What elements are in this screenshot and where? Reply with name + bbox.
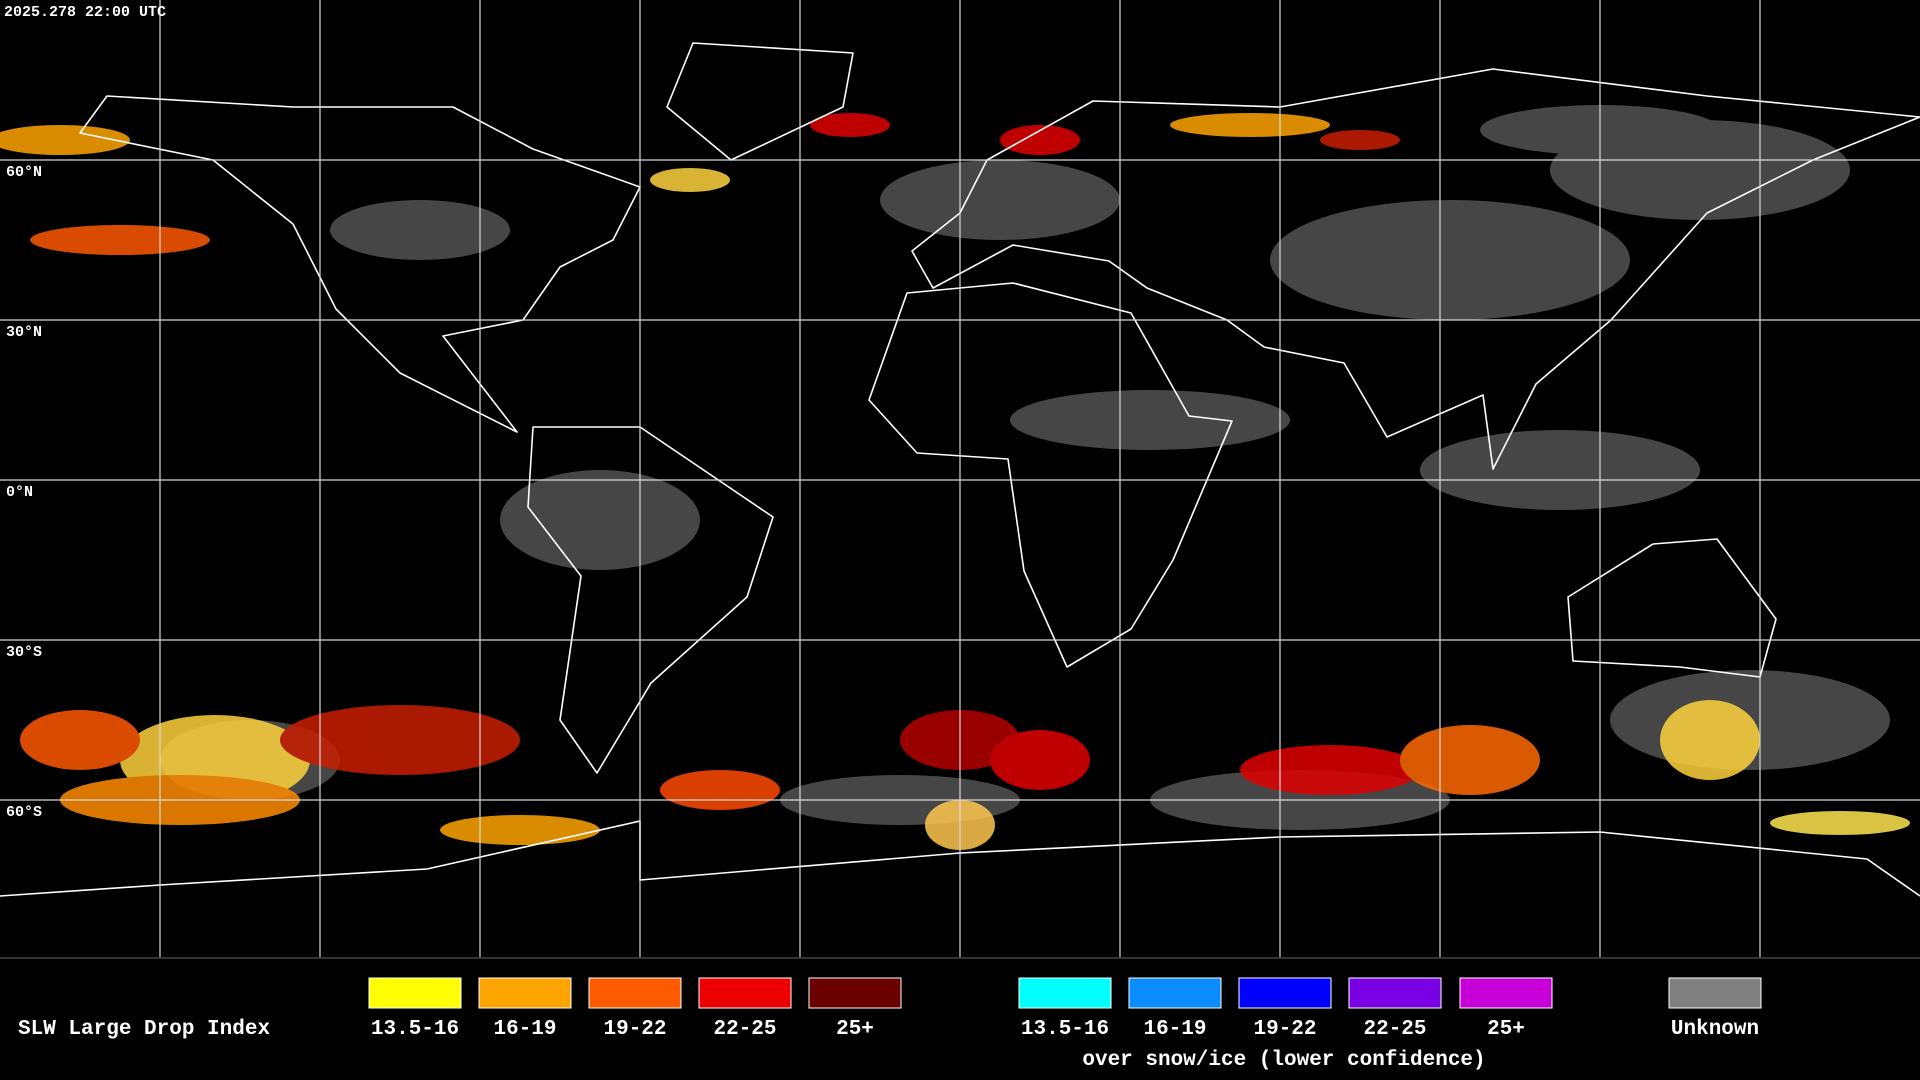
legend-swatch [1238,977,1332,1009]
legend-title: SLW Large Drop Index [18,1018,270,1041]
latitude-label: 30°N [6,324,42,341]
legend-swatch [698,977,792,1009]
legend-swatch [1128,977,1222,1009]
legend-label: 25+ [836,1018,874,1041]
legend-swatch [368,977,462,1009]
legend-label: 13.5-16 [371,1018,459,1041]
legend-swatch [1668,977,1762,1009]
legend-swatch [1459,977,1553,1009]
coastlines [0,42,1920,897]
legend-label: 16-19 [1143,1018,1206,1041]
legend-label: 22-25 [1363,1018,1426,1041]
legend-swatch [588,977,682,1009]
latitude-label: 0°N [6,484,33,501]
legend-label: 16-19 [493,1018,556,1041]
legend-swatch [478,977,572,1009]
legend-swatch [1348,977,1442,1009]
cloud-layer [0,105,1910,850]
timestamp: 2025.278 22:00 UTC [4,4,166,21]
graticule [0,0,1920,957]
legend-label: 19-22 [603,1018,666,1041]
latitude-label: 60°S [6,804,42,821]
latitude-label: 30°S [6,644,42,661]
legend-swatch [1018,977,1112,1009]
latitude-label: 60°N [6,164,42,181]
legend-label: Unknown [1671,1018,1759,1041]
legend-label: 25+ [1487,1018,1525,1041]
legend-label: 19-22 [1253,1018,1316,1041]
legend-swatch [808,977,902,1009]
legend-label: 22-25 [713,1018,776,1041]
legend-caption: over snow/ice (lower confidence) [1082,1049,1485,1072]
legend-label: 13.5-16 [1021,1018,1109,1041]
